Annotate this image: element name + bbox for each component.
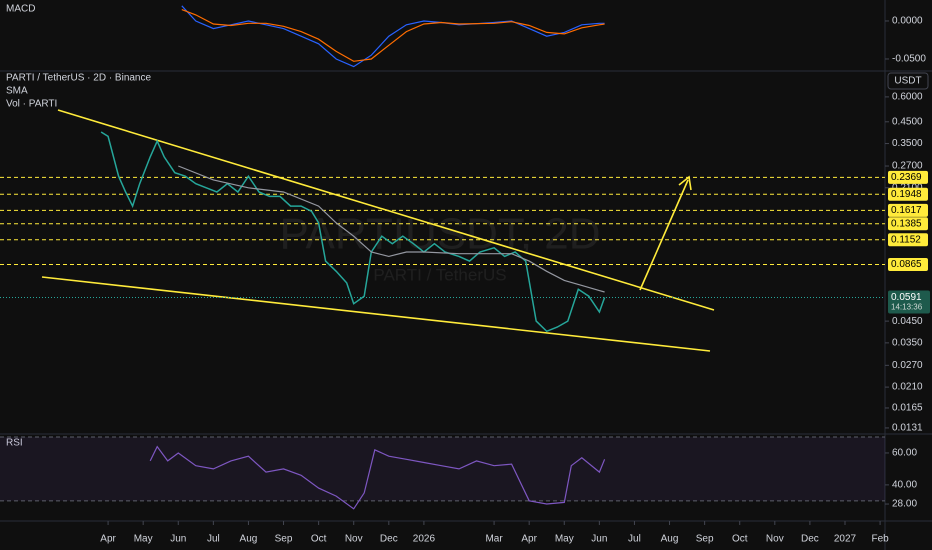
legend-volume: Vol · PARTI <box>6 99 57 110</box>
watermark: PARTIUSDT, 2D <box>279 210 600 259</box>
y-tick-label: 40.00 <box>892 480 917 491</box>
x-tick-label: Aug <box>240 534 258 545</box>
x-tick-label: Jul <box>628 534 641 545</box>
watermark-sub: PARTI / TetherUS <box>373 265 506 284</box>
y-tick-label: 0.0270 <box>892 360 923 371</box>
last-price-box <box>888 290 930 314</box>
x-tick-label: Apr <box>521 534 537 545</box>
x-tick-label: Mar <box>485 534 503 545</box>
pane-title: PARTI / TetherUS · 2D · Binance <box>6 73 151 84</box>
x-tick-label: Oct <box>311 534 327 545</box>
y-tick-label: 0.0165 <box>892 403 923 414</box>
level-label: 0.1617 <box>891 205 922 216</box>
level-label-box <box>888 187 928 201</box>
y-tick-label: 0.0210 <box>892 382 923 393</box>
currency-box[interactable] <box>887 72 929 90</box>
x-tick-label: 2027 <box>834 534 857 545</box>
x-tick-label: Oct <box>732 534 748 545</box>
x-tick-label: May <box>555 534 574 545</box>
y-tick-label: 60.00 <box>892 448 917 459</box>
x-tick-label: Jul <box>207 534 220 545</box>
y-tick-label: -0.0500 <box>892 54 926 65</box>
y-tick-label: 0.0450 <box>892 316 923 327</box>
y-tick-label: 0.0350 <box>892 338 923 349</box>
x-tick-label: Sep <box>696 534 714 545</box>
x-tick-label: 2026 <box>413 534 436 545</box>
level-label: 0.1385 <box>891 218 922 229</box>
level-label-box <box>888 170 928 184</box>
secondary-line <box>181 9 605 62</box>
x-tick-label: Dec <box>801 534 819 545</box>
x-tick-label: Feb <box>871 534 889 545</box>
y-tick-label: 0.6000 <box>892 92 923 103</box>
y-tick-label: 0.0131 <box>892 423 923 434</box>
x-tick-label: Jun <box>591 534 607 545</box>
countdown: 14:13:36 <box>891 303 923 312</box>
y-tick-label: 0.3500 <box>892 138 923 149</box>
pane-title: MACD <box>6 4 35 15</box>
x-tick-label: Nov <box>766 534 784 545</box>
rsi-band <box>0 437 885 501</box>
x-tick-label: Dec <box>380 534 398 545</box>
x-tick-label: Aug <box>661 534 679 545</box>
level-label-box <box>888 233 928 247</box>
level-label-box <box>888 217 928 231</box>
x-tick-label: Apr <box>100 534 116 545</box>
level-label: 0.0865 <box>891 259 922 270</box>
x-tick-label: Nov <box>345 534 363 545</box>
y-tick-label: 0.2700 <box>892 161 923 172</box>
series-line <box>149 445 606 510</box>
series-line <box>181 5 605 68</box>
y-tick-label: 0.4500 <box>892 116 923 127</box>
level-label: 0.2369 <box>891 172 922 183</box>
series-line <box>100 131 606 333</box>
arrow-line <box>639 179 689 291</box>
x-tick-label: May <box>134 534 153 545</box>
y-tick-label: 0.0000 <box>892 16 923 27</box>
currency[interactable]: USDT <box>894 76 921 87</box>
level-label-box <box>888 203 928 217</box>
level-label-box <box>888 258 928 272</box>
y-tick-label: 28.00 <box>892 499 917 510</box>
pane-title: RSI <box>6 438 23 449</box>
trendline-lower <box>41 276 711 352</box>
x-tick-label: Sep <box>275 534 293 545</box>
secondary-line <box>178 165 605 293</box>
x-tick-label: Jun <box>170 534 186 545</box>
last-price-label: 0.0591 <box>891 292 922 303</box>
level-label: 0.1152 <box>891 234 921 245</box>
legend-sma: SMA <box>6 86 28 97</box>
level-label: 0.1948 <box>891 189 922 200</box>
